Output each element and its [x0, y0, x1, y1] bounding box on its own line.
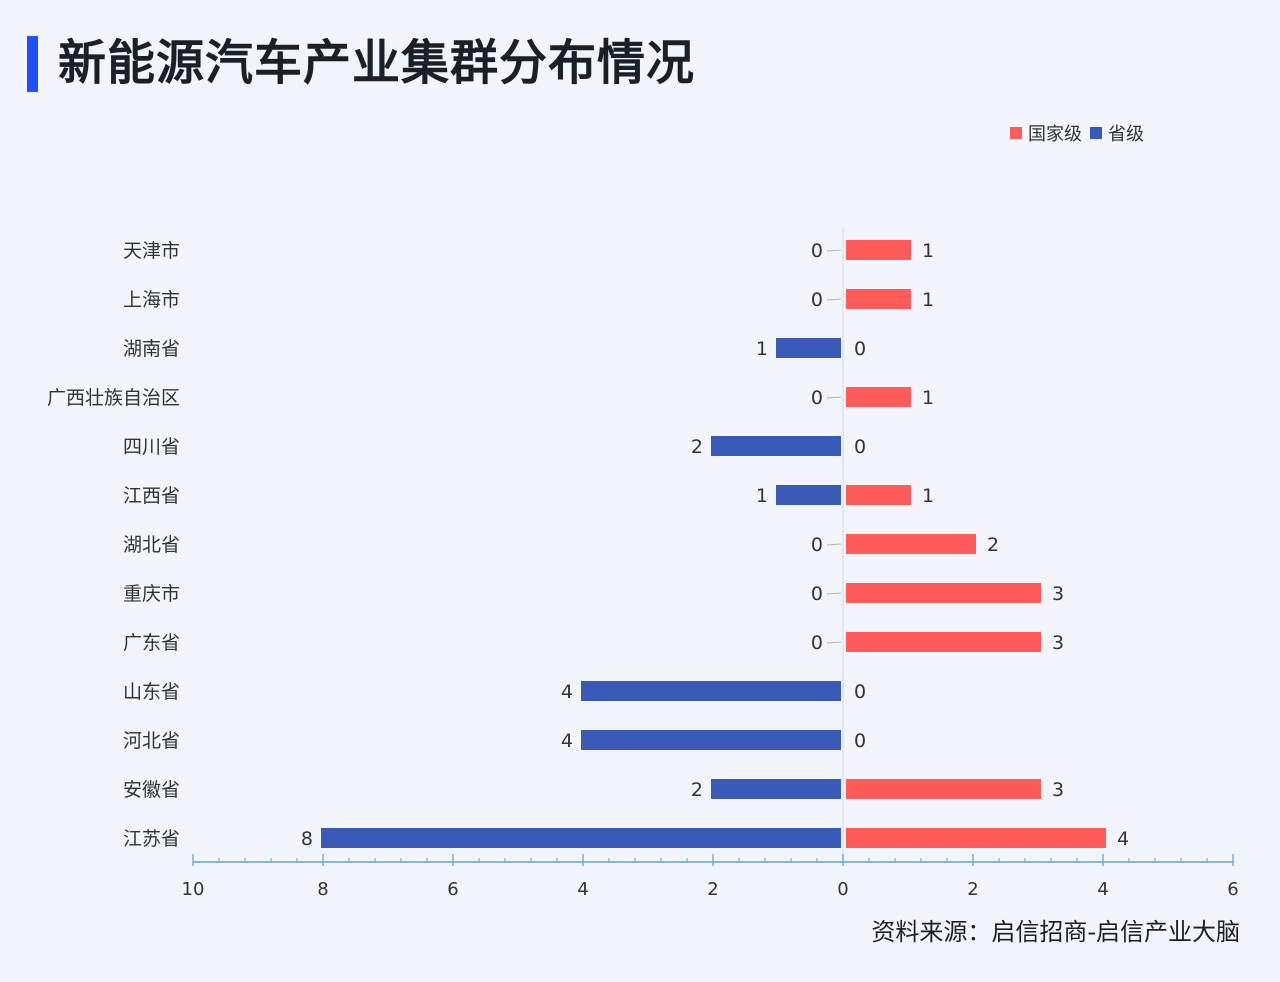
category-label: 天津市	[123, 240, 180, 262]
x-tick-label: 2	[707, 879, 718, 900]
data-label-national: 1	[922, 240, 934, 262]
data-label-provincial: 2	[691, 779, 703, 801]
data-label-provincial: 1	[756, 485, 768, 507]
bar-national[interactable]	[846, 534, 976, 554]
data-label-national: 0	[854, 681, 866, 703]
bar-national[interactable]	[846, 828, 1106, 848]
bar-provincial[interactable]	[776, 338, 841, 358]
data-label-national: 3	[1052, 779, 1064, 801]
category-label: 安徽省	[123, 779, 180, 801]
x-tick-label: 2	[967, 879, 978, 900]
bar-national[interactable]	[846, 632, 1041, 652]
category-label: 上海市	[123, 289, 180, 311]
bar-provincial[interactable]	[711, 436, 841, 456]
data-label-national: 4	[1117, 828, 1129, 850]
bar-provincial[interactable]	[711, 779, 841, 799]
legend-swatch-provincial	[1090, 127, 1102, 139]
legend-item-national[interactable]: 国家级	[1010, 120, 1082, 146]
bar-provincial[interactable]	[581, 730, 841, 750]
data-label-national: 0	[854, 338, 866, 360]
x-tick-label: 6	[1227, 879, 1238, 900]
data-label-national: 2	[987, 534, 999, 556]
category-label: 山东省	[123, 681, 180, 703]
category-label: 江西省	[123, 485, 180, 507]
legend-swatch-national	[1010, 127, 1022, 139]
legend: 国家级 省级	[1010, 120, 1152, 146]
x-tick-label: 10	[182, 879, 205, 900]
data-label-provincial: 4	[561, 730, 573, 752]
data-label-national: 3	[1052, 583, 1064, 605]
leader-line	[826, 592, 842, 595]
source-note: 资料来源：启信招商-启信产业大脑	[871, 918, 1240, 946]
category-label: 四川省	[123, 436, 180, 458]
x-tick-label: 4	[577, 879, 588, 900]
leader-line	[826, 396, 842, 399]
x-tick-label: 8	[317, 879, 328, 900]
data-label-provincial: 8	[301, 828, 313, 850]
category-label: 湖北省	[123, 534, 180, 556]
bar-national[interactable]	[846, 289, 911, 309]
category-label: 河北省	[123, 730, 180, 752]
category-label: 广西壮族自治区	[47, 387, 180, 409]
bar-national[interactable]	[846, 387, 911, 407]
data-label-provincial: 0	[811, 534, 823, 556]
category-label: 广东省	[123, 632, 180, 654]
x-tick-label: 0	[837, 879, 848, 900]
category-label: 重庆市	[123, 583, 180, 605]
legend-label-national: 国家级	[1028, 124, 1082, 145]
data-label-national: 1	[922, 485, 934, 507]
bar-national[interactable]	[846, 583, 1041, 603]
data-label-provincial: 0	[811, 387, 823, 409]
bar-provincial[interactable]	[321, 828, 841, 848]
leader-line	[826, 249, 842, 252]
bar-national[interactable]	[846, 779, 1041, 799]
x-tick-label: 6	[447, 879, 458, 900]
data-label-provincial: 4	[561, 681, 573, 703]
data-label-provincial: 0	[811, 289, 823, 311]
data-label-national: 3	[1052, 632, 1064, 654]
data-label-provincial: 1	[756, 338, 768, 360]
data-label-provincial: 0	[811, 583, 823, 605]
category-label: 江苏省	[123, 828, 180, 850]
bar-national[interactable]	[846, 485, 911, 505]
leader-line	[826, 641, 842, 644]
data-label-national: 0	[854, 730, 866, 752]
leader-line	[826, 543, 842, 546]
data-label-national: 1	[922, 387, 934, 409]
legend-item-provincial[interactable]: 省级	[1090, 120, 1144, 146]
data-label-national: 0	[854, 436, 866, 458]
chart-title: 新能源汽车产业集群分布情况	[58, 35, 696, 91]
bar-national[interactable]	[846, 240, 911, 260]
category-label: 湖南省	[123, 338, 180, 360]
title-accent-bar	[27, 36, 38, 92]
data-label-provincial: 0	[811, 240, 823, 262]
data-label-provincial: 2	[691, 436, 703, 458]
leader-line	[826, 298, 842, 301]
legend-label-provincial: 省级	[1108, 124, 1144, 145]
bar-provincial[interactable]	[776, 485, 841, 505]
data-label-national: 1	[922, 289, 934, 311]
x-tick-label: 4	[1097, 879, 1108, 900]
data-label-provincial: 0	[811, 632, 823, 654]
bar-provincial[interactable]	[581, 681, 841, 701]
